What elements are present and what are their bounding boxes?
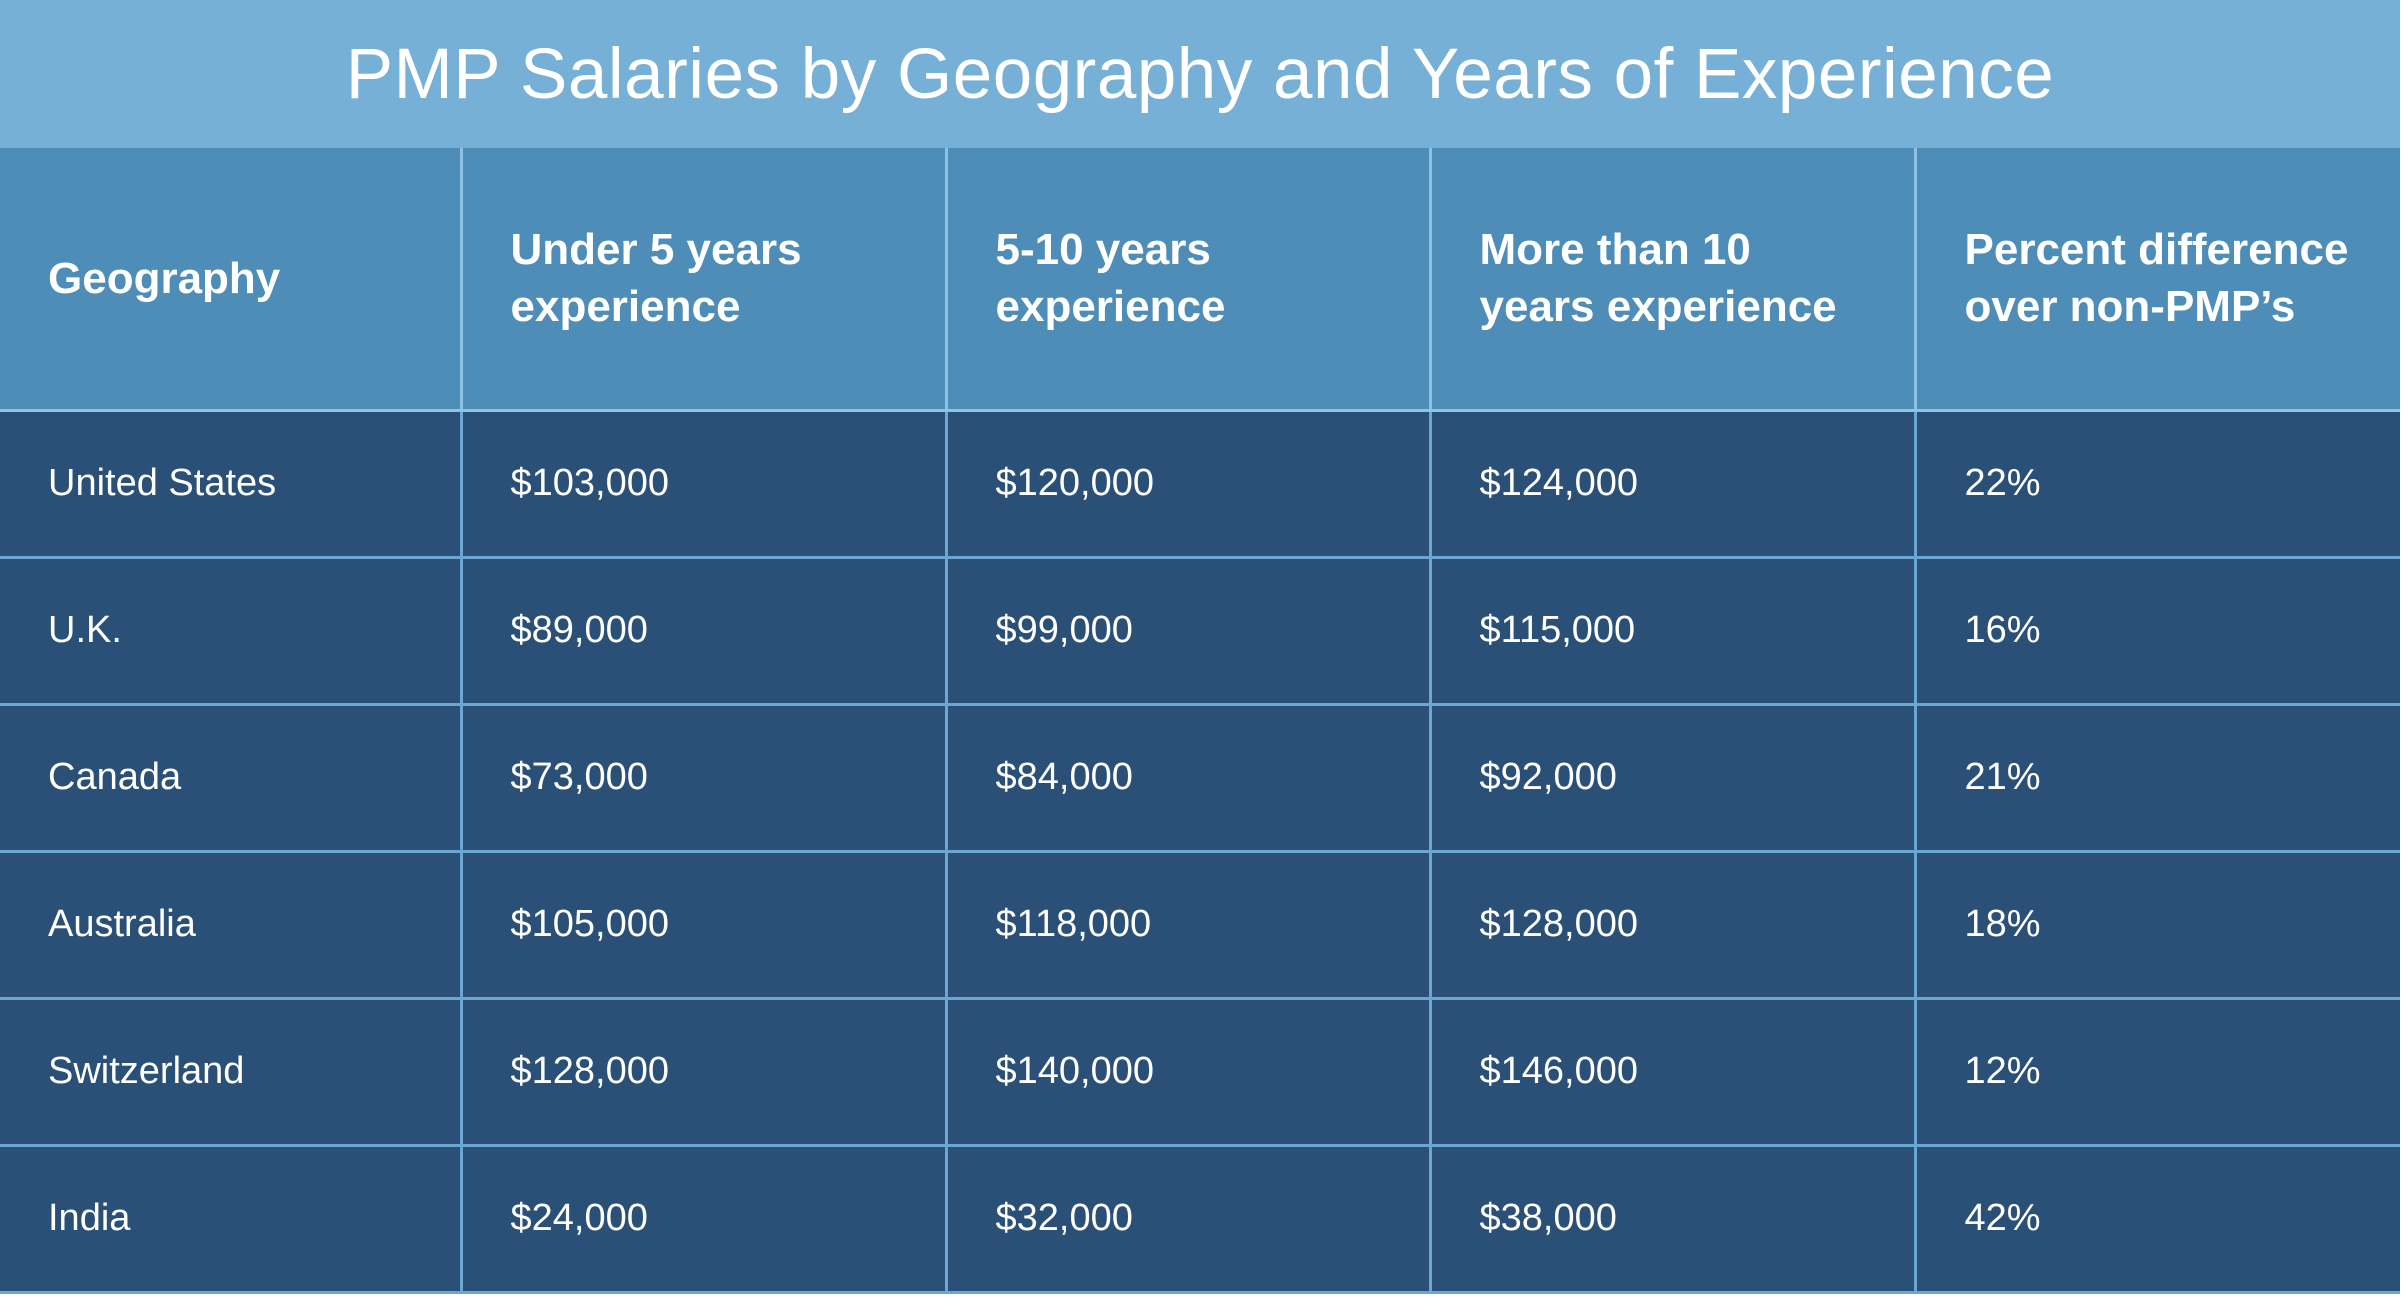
header-under-5-years: Under 5 years experience	[459, 148, 946, 412]
cell-percent-difference: 16%	[1913, 557, 2400, 706]
cell-geography: Australia	[0, 851, 461, 1000]
header-more-than-10-years: More than 10 years experience	[1428, 148, 1915, 412]
cell-under-5-years: $24,000	[459, 1145, 946, 1294]
header-5-10-years: 5-10 years experience	[944, 148, 1430, 412]
cell-percent-difference: 21%	[1913, 704, 2400, 853]
table-row: India $24,000 $32,000 $38,000 42%	[0, 1145, 2400, 1294]
page-title: PMP Salaries by Geography and Years of E…	[345, 34, 2055, 114]
cell-5-10-years: $32,000	[944, 1145, 1430, 1294]
table-row: United States $103,000 $120,000 $124,000…	[0, 410, 2400, 559]
cell-more-than-10-years: $115,000	[1428, 557, 1915, 706]
table-row: Canada $73,000 $84,000 $92,000 21%	[0, 704, 2400, 853]
cell-more-than-10-years: $124,000	[1428, 410, 1915, 559]
cell-more-than-10-years: $38,000	[1428, 1145, 1915, 1294]
cell-more-than-10-years: $128,000	[1428, 851, 1915, 1000]
table-body: United States $103,000 $120,000 $124,000…	[0, 410, 2400, 1294]
table-row: U.K. $89,000 $99,000 $115,000 16%	[0, 557, 2400, 706]
cell-under-5-years: $73,000	[459, 704, 946, 853]
cell-percent-difference: 42%	[1913, 1145, 2400, 1294]
cell-under-5-years: $89,000	[459, 557, 946, 706]
title-bar: PMP Salaries by Geography and Years of E…	[0, 0, 2402, 148]
table-header: Geography Under 5 years experience 5-10 …	[0, 148, 2400, 412]
cell-more-than-10-years: $146,000	[1428, 998, 1915, 1147]
header-percent-difference: Percent difference over non-PMP’s	[1913, 148, 2400, 412]
cell-under-5-years: $103,000	[459, 410, 946, 559]
table-row: Australia $105,000 $118,000 $128,000 18%	[0, 851, 2400, 1000]
table-row: Switzerland $128,000 $140,000 $146,000 1…	[0, 998, 2400, 1147]
cell-percent-difference: 18%	[1913, 851, 2400, 1000]
cell-geography: India	[0, 1145, 461, 1294]
header-row: Geography Under 5 years experience 5-10 …	[0, 148, 2400, 412]
cell-more-than-10-years: $92,000	[1428, 704, 1915, 853]
salary-table: Geography Under 5 years experience 5-10 …	[0, 148, 2400, 1294]
cell-5-10-years: $84,000	[944, 704, 1430, 853]
cell-geography: U.K.	[0, 557, 461, 706]
cell-under-5-years: $128,000	[459, 998, 946, 1147]
cell-5-10-years: $118,000	[944, 851, 1430, 1000]
cell-geography: Canada	[0, 704, 461, 853]
cell-percent-difference: 22%	[1913, 410, 2400, 559]
header-geography: Geography	[0, 148, 461, 412]
cell-under-5-years: $105,000	[459, 851, 946, 1000]
cell-5-10-years: $120,000	[944, 410, 1430, 559]
cell-geography: United States	[0, 410, 461, 559]
cell-geography: Switzerland	[0, 998, 461, 1147]
cell-5-10-years: $99,000	[944, 557, 1430, 706]
cell-percent-difference: 12%	[1913, 998, 2400, 1147]
cell-5-10-years: $140,000	[944, 998, 1430, 1147]
